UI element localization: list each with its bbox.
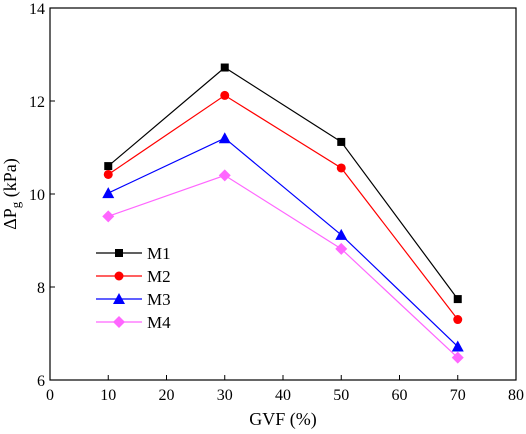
- series-line-m4: [108, 174, 459, 359]
- x-tick-label: 80: [508, 387, 524, 404]
- series-line-m1: [107, 66, 459, 300]
- legend-marker-m3: [113, 293, 125, 304]
- data-point-m4: [218, 169, 231, 182]
- x-tick-label: 0: [46, 387, 54, 404]
- y-axis-title: ΔPg (kPa): [0, 158, 23, 230]
- y-tick-label: 14: [29, 1, 45, 18]
- y-tick-label: 8: [37, 280, 45, 297]
- legend-label-m1: M1: [147, 244, 171, 263]
- data-point-m1: [220, 63, 229, 72]
- y-tick-label: 10: [29, 187, 45, 204]
- axis-ticks: 0 10 20 30 40 50 60 70 80 6 8 10 12 14: [29, 1, 524, 404]
- data-point-m3: [102, 187, 115, 199]
- data-point-m4: [335, 242, 348, 255]
- y-tick-label: 12: [29, 94, 45, 111]
- y-axis-title-unit: (kPa): [0, 158, 21, 202]
- x-tick-label: 10: [100, 387, 116, 404]
- data-point-m1: [337, 137, 346, 146]
- data-point-m1: [104, 162, 113, 171]
- data-point-m4: [102, 210, 115, 223]
- legend-label-m4: M4: [147, 313, 171, 332]
- data-point-m2: [453, 315, 463, 325]
- x-tick-label: 70: [450, 387, 466, 404]
- x-tick-label: 20: [159, 387, 175, 404]
- legend-marker-m1: [115, 249, 123, 257]
- legend-marker-m2: [114, 271, 124, 281]
- x-tick-label: 30: [217, 387, 233, 404]
- data-point-m1: [453, 295, 462, 304]
- data-point-m3: [218, 132, 231, 144]
- series-line-m2: [107, 94, 459, 320]
- series-layer: [102, 63, 464, 364]
- y-axis-title-sub: g: [8, 201, 23, 208]
- data-point-m2: [220, 90, 230, 100]
- series-line-m3: [107, 137, 459, 347]
- y-tick-label: 6: [37, 373, 45, 390]
- legend-marker-m4: [113, 316, 125, 328]
- data-point-m3: [451, 340, 464, 352]
- y-axis-title-main: ΔP: [0, 208, 20, 230]
- legend-label-m2: M2: [147, 267, 171, 286]
- x-tick-label: 50: [333, 387, 349, 404]
- legend-label-m3: M3: [147, 290, 171, 309]
- legend: M1 M2 M3 M4: [96, 244, 171, 332]
- x-tick-label: 40: [275, 387, 291, 404]
- data-point-m4: [451, 351, 464, 364]
- data-point-m2: [103, 169, 113, 179]
- x-tick-label: 60: [392, 387, 408, 404]
- x-axis-title: GVF (%): [249, 409, 317, 430]
- data-point-m3: [335, 228, 348, 240]
- data-point-m2: [336, 163, 346, 173]
